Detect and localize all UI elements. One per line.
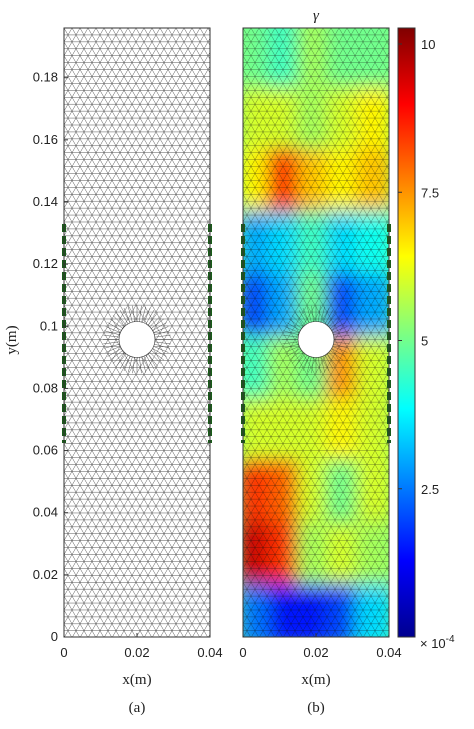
colorbar-scale-base: × 10 bbox=[420, 636, 446, 651]
y-tick-label: 0 bbox=[51, 629, 58, 644]
x-tick-label: 0.04 bbox=[197, 645, 222, 660]
hole bbox=[297, 321, 335, 358]
colorbar-tick-label: 7.5 bbox=[421, 185, 439, 200]
x-tick-label: 0 bbox=[60, 645, 67, 660]
mesh-overlay bbox=[243, 28, 389, 637]
panel-label: (a) bbox=[129, 700, 146, 716]
chart-title: γ bbox=[313, 8, 320, 24]
x-axis-label: x(m) bbox=[122, 672, 151, 688]
x-tick-label: 0.02 bbox=[124, 645, 149, 660]
mesh-lines bbox=[64, 28, 210, 637]
x-tick-label: 0.02 bbox=[303, 645, 328, 660]
colorbar-scale: × 10-4 bbox=[420, 634, 455, 651]
hole bbox=[118, 321, 156, 358]
y-tick-label: 0.1 bbox=[40, 318, 58, 333]
panel-label: (b) bbox=[307, 700, 325, 716]
y-tick-label: 0.02 bbox=[33, 567, 58, 582]
colorbar-tick-label: 2.5 bbox=[421, 482, 439, 497]
y-tick-label: 0.06 bbox=[33, 443, 58, 458]
y-tick-label: 0.14 bbox=[33, 194, 58, 209]
x-tick-label: 0 bbox=[239, 645, 246, 660]
y-tick-label: 0.04 bbox=[33, 505, 58, 520]
mesh bbox=[64, 28, 210, 637]
y-tick-label: 0.18 bbox=[33, 70, 58, 85]
mesh-lines bbox=[243, 28, 389, 637]
colorbar bbox=[397, 27, 416, 638]
y-tick-label: 0.16 bbox=[33, 132, 58, 147]
y-axis-label: y(m) bbox=[4, 325, 20, 354]
colorbar-scale-exponent: -4 bbox=[446, 634, 455, 645]
y-tick-label: 0.12 bbox=[33, 256, 58, 271]
x-tick-label: 0.04 bbox=[376, 645, 401, 660]
colorbar-tick-label: 10 bbox=[421, 37, 435, 52]
x-axis-label: x(m) bbox=[301, 672, 330, 688]
y-tick-label: 0.08 bbox=[33, 380, 58, 395]
colorbar-tick-label: 5 bbox=[421, 334, 428, 349]
field-cell bbox=[355, 28, 389, 88]
